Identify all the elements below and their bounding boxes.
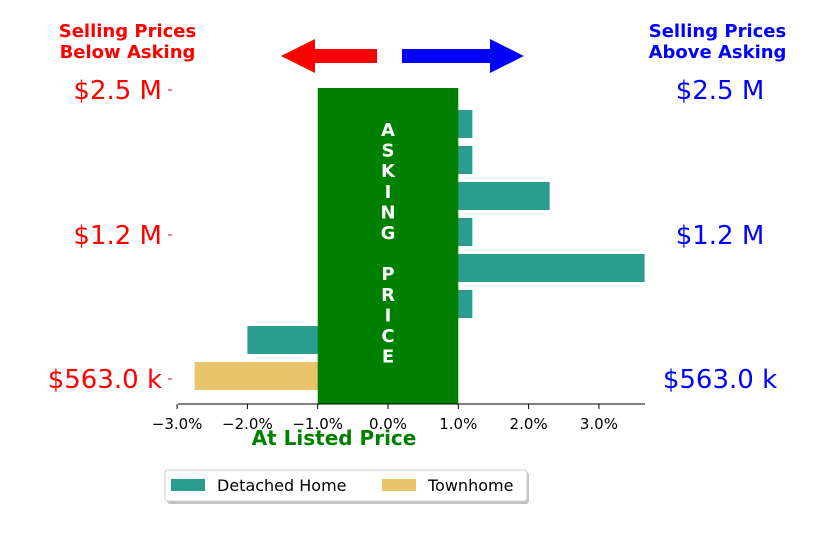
left-price-label: $1.2 M xyxy=(73,221,162,251)
legend: Detached Home Townhome xyxy=(164,469,529,504)
below-asking-header-line1: Selling Prices xyxy=(58,21,197,42)
x-tick-label: 1.0% xyxy=(439,415,477,433)
right-price-label: $563.0 k xyxy=(663,365,777,395)
x-tick-label: 2.0% xyxy=(510,415,548,433)
right-arrow-icon xyxy=(402,39,524,73)
asking-price-letter: C xyxy=(381,326,394,347)
above-asking-header: Selling Prices Above Asking xyxy=(630,21,805,63)
asking-price-letter: A xyxy=(381,120,395,141)
right-price-label: $2.5 M xyxy=(676,76,765,106)
left-price-label: $563.0 k xyxy=(48,365,162,395)
asking-price-letter: I xyxy=(385,305,392,326)
left-price-label: $2.5 M xyxy=(73,76,162,106)
asking-price-letter: G xyxy=(381,223,396,244)
x-tick-label: 3.0% xyxy=(580,415,618,433)
below-asking-header: Selling Prices Below Asking xyxy=(40,21,215,63)
legend-swatch-townhome xyxy=(382,479,416,491)
right-price-label: $1.2 M xyxy=(676,221,765,251)
asking-price-letter: K xyxy=(381,161,396,182)
x-tick-label: 0.0% xyxy=(369,415,407,433)
above-asking-header-line1: Selling Prices xyxy=(648,21,787,42)
asking-price-letter: N xyxy=(380,202,395,223)
legend-swatch-detached xyxy=(171,479,205,491)
asking-price-letter: P xyxy=(381,264,394,285)
legend-label-detached: Detached Home xyxy=(217,476,347,495)
x-tick-label: −2.0% xyxy=(222,415,273,433)
x-tick-label: −1.0% xyxy=(292,415,343,433)
asking-price-letter: S xyxy=(382,141,395,162)
asking-price-letter: R xyxy=(381,285,395,306)
legend-label-townhome: Townhome xyxy=(427,476,513,495)
asking-price-letter: I xyxy=(385,182,392,203)
below-asking-header-line2: Below Asking xyxy=(59,42,196,63)
x-axis-label: At Listed Price xyxy=(252,426,417,450)
asking-price-block xyxy=(317,88,459,404)
above-asking-header-line2: Above Asking xyxy=(648,42,787,63)
x-tick-label: −3.0% xyxy=(152,415,203,433)
left-arrow-icon xyxy=(281,39,377,73)
asking-price-letter: E xyxy=(382,347,394,368)
